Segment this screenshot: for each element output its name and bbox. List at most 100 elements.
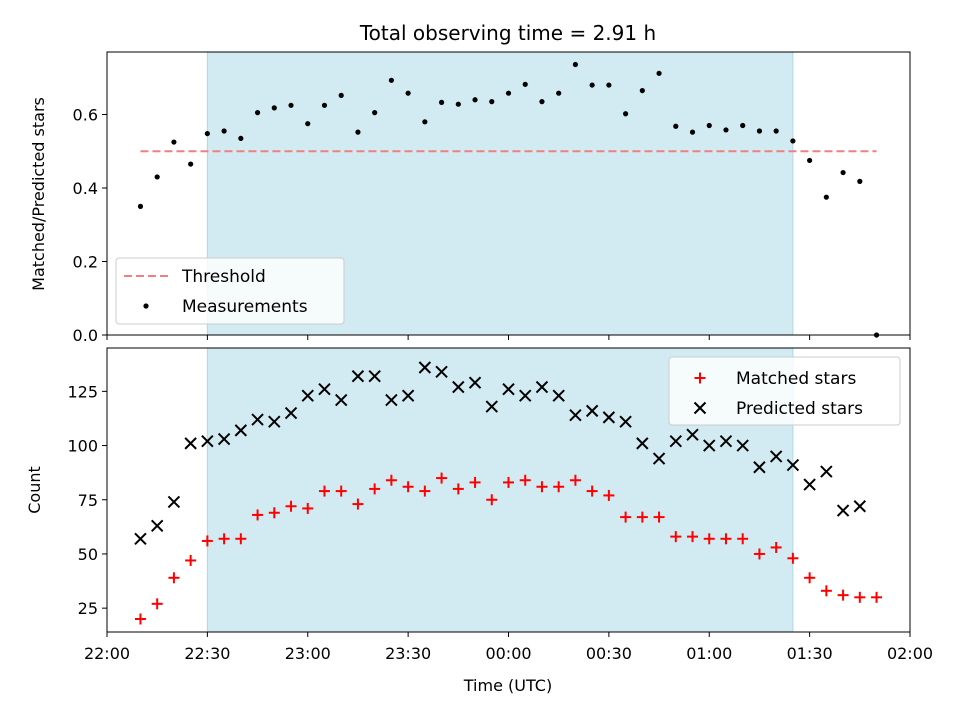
x-tick-label: 23:00 — [285, 644, 331, 663]
matched-stars-point — [352, 498, 364, 510]
ratio-y-tick-label: 0.6 — [73, 105, 98, 124]
predicted-stars-point — [686, 428, 699, 441]
matched-stars-point — [252, 509, 264, 521]
matched-stars-point — [318, 485, 330, 497]
measurement-point — [673, 123, 679, 129]
predicted-stars-point — [134, 532, 147, 545]
matched-stars-point — [837, 589, 849, 601]
matched-stars-point — [151, 598, 163, 610]
measurement-point — [188, 161, 194, 167]
predicted-stars-point — [167, 495, 181, 509]
measurement-point — [154, 174, 160, 180]
matched-stars-point — [720, 533, 732, 545]
matched-stars-point — [670, 531, 682, 543]
measurement-point — [773, 128, 779, 134]
measurement-point — [372, 110, 378, 116]
matched-stars-point — [285, 500, 297, 512]
matched-stars-point — [603, 489, 615, 501]
count-legend-box — [668, 356, 901, 426]
matched-stars-point — [536, 481, 548, 493]
predicted-stars-point — [636, 437, 649, 450]
measurement-point — [455, 101, 461, 107]
measurement-point — [823, 194, 829, 200]
predicted-stars-point — [184, 437, 197, 450]
matched-stars-point — [553, 481, 565, 493]
matched-stars-point — [402, 481, 414, 493]
measurement-point — [606, 82, 612, 88]
measurement-point — [489, 99, 495, 105]
measurement-point — [472, 97, 478, 103]
predicted-stars-point — [669, 435, 682, 448]
measurement-point — [857, 178, 863, 184]
predicted-stars-point — [803, 478, 816, 491]
matched-stars-point — [804, 572, 816, 584]
predicted-stars-point — [703, 439, 716, 452]
ratio-legend: Threshold Measurements — [115, 257, 345, 325]
predicted-stars-point — [284, 406, 298, 420]
predicted-stars-point — [552, 389, 565, 402]
threshold-legend-label: Threshold — [181, 267, 266, 287]
measurement-point — [438, 99, 445, 105]
x-tick-label: 01:00 — [686, 644, 732, 663]
measurement-point — [204, 130, 210, 137]
predicted-stars-point — [820, 465, 833, 478]
measurement-point — [254, 110, 261, 116]
measurement-point — [589, 82, 595, 88]
measurement-point — [756, 128, 763, 134]
matched-stars-point — [787, 552, 799, 564]
measurement-point — [522, 81, 528, 87]
measurement-point — [740, 122, 746, 129]
matched-stars-point — [871, 591, 883, 603]
measurement-point — [539, 99, 545, 105]
matched-stars-point — [235, 533, 247, 545]
matched-stars-point — [770, 541, 782, 553]
matched-stars-point — [569, 474, 581, 486]
matched-stars-point — [369, 483, 381, 495]
count-y-tick-label: 25 — [78, 599, 98, 618]
count-y-tick-label: 100 — [67, 437, 98, 456]
measurement-point — [271, 105, 277, 111]
ratio-y-tick-label: 0.2 — [73, 252, 98, 271]
matched-stars-point — [469, 476, 481, 488]
predicted-stars-point — [652, 452, 666, 465]
x-tick-label: 23:30 — [385, 644, 431, 663]
predicted-stars-point — [318, 382, 331, 396]
measurement-point — [288, 102, 294, 108]
measurement-point — [723, 127, 729, 133]
measurement-point — [305, 121, 311, 127]
matched-stars-point — [854, 591, 866, 603]
matched-stars-legend-label: Matched stars — [736, 369, 856, 389]
measurement-point — [405, 90, 411, 96]
matched-stars-point — [486, 494, 498, 506]
matched-stars-point — [302, 502, 314, 514]
predicted-stars-point — [251, 413, 264, 426]
measurement-point — [238, 135, 244, 141]
count-panel: 25 50 75 100 125 22:00 22:30 23:00 23:30 00:00 00… — [25, 347, 933, 695]
predicted-stars-point — [853, 500, 867, 513]
matched-stars-point — [737, 533, 749, 545]
measurement-point — [790, 138, 796, 144]
measurement-point — [388, 77, 394, 83]
predicted-stars-point — [351, 369, 365, 383]
measurement-point — [656, 70, 662, 76]
measurement-point — [807, 157, 813, 164]
matched-stars-point — [653, 511, 665, 523]
matched-stars-legend-marker — [694, 372, 706, 384]
predicted-stars-point — [385, 393, 398, 407]
measurement-point — [556, 90, 562, 96]
predicted-stars-point — [150, 519, 164, 532]
matched-stars-point — [636, 511, 648, 523]
count-y-tick-label: 50 — [78, 545, 98, 564]
predicted-stars-point — [535, 380, 549, 394]
ratio-y-axis-label: Matched/Predicted stars — [29, 97, 48, 291]
predicted-stars-point — [368, 369, 381, 383]
matched-stars-point — [586, 485, 598, 497]
x-tick-label: 02:00 — [887, 644, 933, 663]
predicted-stars-point — [719, 435, 733, 448]
predicted-stars-point — [769, 450, 783, 463]
measurement-point — [706, 122, 712, 129]
matched-stars-point — [452, 483, 464, 495]
predicted-stars-point — [435, 365, 448, 379]
matched-stars-point — [201, 535, 213, 547]
predicted-stars-point — [268, 415, 281, 428]
